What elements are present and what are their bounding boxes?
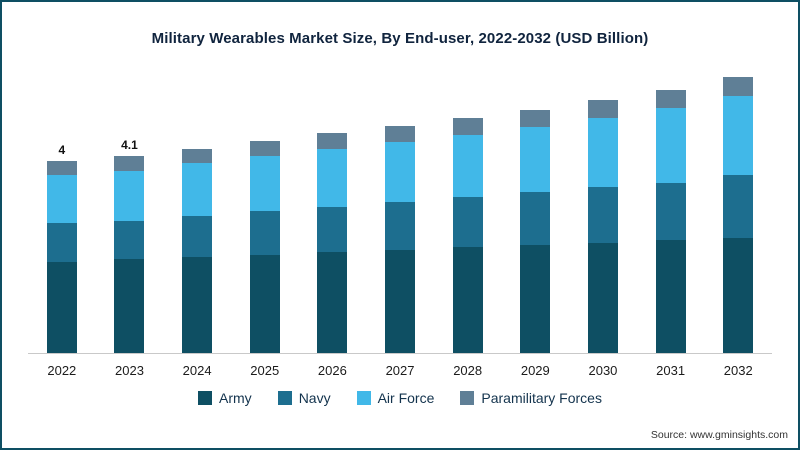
x-tick-label: 2028 bbox=[453, 363, 483, 378]
bar-column-2022: 4 bbox=[28, 143, 96, 353]
bar-segment-paramilitary bbox=[46, 161, 77, 176]
bar-segment-air_force bbox=[587, 117, 618, 188]
bar-segment-navy bbox=[452, 197, 483, 248]
x-tick-label: 2026 bbox=[317, 363, 347, 378]
stacked-bar bbox=[655, 89, 686, 353]
stacked-bar bbox=[723, 77, 754, 353]
stacked-bar bbox=[385, 125, 416, 353]
stacked-bar bbox=[249, 140, 280, 353]
x-tick-label: 2030 bbox=[588, 363, 618, 378]
bar-segment-army bbox=[249, 254, 280, 353]
bar-segment-navy bbox=[587, 187, 618, 243]
x-tick-label: 2027 bbox=[385, 363, 415, 378]
stacked-bar bbox=[317, 133, 348, 353]
bar-segment-navy bbox=[317, 206, 348, 253]
bar-segment-navy bbox=[655, 182, 686, 241]
bar-segment-navy bbox=[520, 192, 551, 245]
bar-segment-air_force bbox=[182, 163, 213, 217]
x-axis-labels: 2022 2023 2024 2025 2026 2027 2028 2029 2030 2031… bbox=[28, 354, 772, 378]
bar-segment-paramilitary bbox=[452, 117, 483, 135]
bar-segment-air_force bbox=[46, 175, 77, 224]
stacked-bar bbox=[182, 149, 213, 353]
x-tick-label: 2032 bbox=[723, 363, 753, 378]
bar-segment-army bbox=[317, 252, 348, 353]
legend-item-army: Army bbox=[198, 390, 252, 406]
legend-swatch-icon bbox=[198, 391, 213, 405]
bar-segment-army bbox=[520, 245, 551, 353]
bar-segment-paramilitary bbox=[114, 156, 145, 171]
bar-segment-army bbox=[655, 240, 686, 353]
x-tick-label: 2029 bbox=[520, 363, 550, 378]
bar-segment-air_force bbox=[114, 170, 145, 222]
legend-swatch-icon bbox=[277, 391, 292, 405]
stacked-bar bbox=[587, 100, 618, 353]
bar-value-label: 4 bbox=[58, 143, 66, 158]
bar-segment-paramilitary bbox=[317, 133, 348, 150]
plot-wrap: 4 4.1 2022 2023 2024 2025 2026 2027 2028 2029 203… bbox=[28, 73, 772, 378]
bar-segment-air_force bbox=[385, 141, 416, 202]
bar-column-2028 bbox=[434, 100, 502, 353]
stacked-bar bbox=[46, 161, 77, 353]
legend-item-navy: Navy bbox=[277, 390, 331, 406]
bar-segment-army bbox=[385, 249, 416, 353]
bar-segment-navy bbox=[249, 211, 280, 255]
stacked-bar bbox=[452, 117, 483, 353]
bar-column-2026 bbox=[299, 115, 367, 353]
stacked-bar bbox=[520, 110, 551, 353]
bar-column-2032 bbox=[704, 59, 772, 353]
bar-column-2024 bbox=[163, 131, 231, 353]
x-tick-label: 2022 bbox=[47, 363, 77, 378]
x-tick-label: 2024 bbox=[182, 363, 212, 378]
bar-column-2030 bbox=[569, 82, 637, 353]
bar-segment-navy bbox=[385, 201, 416, 250]
bar-segment-air_force bbox=[249, 156, 280, 212]
bar-segment-air_force bbox=[317, 149, 348, 207]
bar-segment-army bbox=[114, 259, 145, 353]
legend-item-air_force: Air Force bbox=[356, 390, 435, 406]
bar-column-2029 bbox=[501, 92, 569, 353]
bar-segment-air_force bbox=[723, 96, 754, 176]
bar-column-2025 bbox=[231, 123, 299, 353]
bar-segment-air_force bbox=[520, 127, 551, 193]
bar-column-2023: 4.1 bbox=[96, 138, 164, 353]
chart-title: Military Wearables Market Size, By End-u… bbox=[151, 30, 649, 47]
plot-area: 4 4.1 bbox=[28, 73, 772, 354]
bar-column-2031 bbox=[637, 72, 705, 353]
bar-segment-army bbox=[452, 247, 483, 353]
legend-item-paramilitary: Paramilitary Forces bbox=[460, 390, 602, 406]
x-tick-label: 2025 bbox=[250, 363, 280, 378]
legend-label: Navy bbox=[298, 390, 331, 406]
bar-segment-paramilitary bbox=[655, 89, 686, 109]
bar-column-2027 bbox=[366, 108, 434, 353]
bar-segment-navy bbox=[723, 175, 754, 238]
bar-segment-army bbox=[46, 261, 77, 353]
bar-segment-paramilitary bbox=[385, 125, 416, 142]
legend-label: Paramilitary Forces bbox=[481, 390, 602, 406]
bar-segment-army bbox=[723, 237, 754, 353]
bar-segment-navy bbox=[46, 223, 77, 262]
x-tick-label: 2023 bbox=[115, 363, 144, 378]
bar-segment-navy bbox=[114, 221, 145, 260]
bar-segment-paramilitary bbox=[249, 140, 280, 157]
bar-segment-air_force bbox=[452, 134, 483, 198]
legend-label: Army bbox=[219, 390, 252, 406]
bar-segment-navy bbox=[182, 216, 213, 257]
bar-segment-paramilitary bbox=[520, 110, 551, 128]
stacked-bar bbox=[114, 156, 145, 353]
bar-segment-army bbox=[182, 257, 213, 353]
legend-swatch-icon bbox=[460, 391, 475, 405]
bar-segment-paramilitary bbox=[723, 77, 754, 97]
legend: Army Navy Air Force Paramilitary Forces bbox=[2, 390, 798, 406]
x-tick-label: 2031 bbox=[656, 363, 686, 378]
legend-label: Air Force bbox=[377, 390, 435, 406]
source-note: Source: www.gminsights.com bbox=[650, 429, 788, 441]
bar-segment-paramilitary bbox=[587, 100, 618, 118]
legend-swatch-icon bbox=[356, 391, 371, 405]
bar-segment-air_force bbox=[655, 108, 686, 183]
bar-value-label: 4.1 bbox=[121, 138, 138, 153]
bar-segment-army bbox=[587, 242, 618, 353]
bar-segment-paramilitary bbox=[182, 149, 213, 164]
